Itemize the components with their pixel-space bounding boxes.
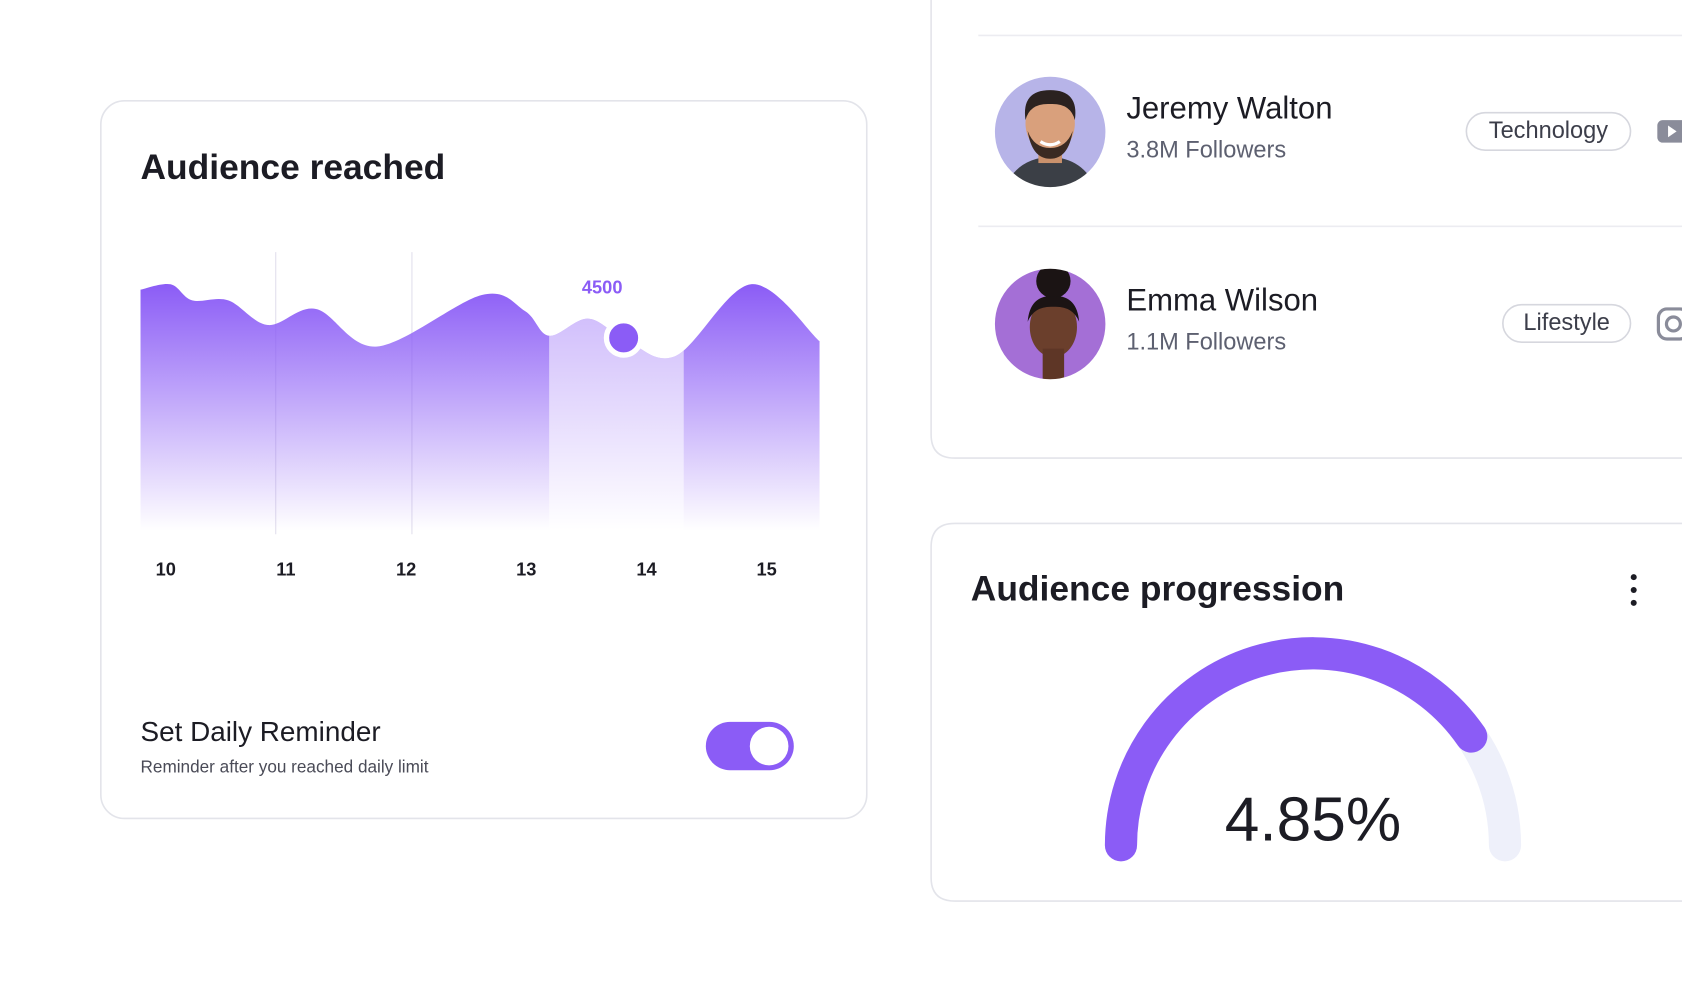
x-tick-label: 15	[757, 558, 777, 579]
toggle-knob	[749, 726, 789, 766]
menu-dot	[1630, 599, 1637, 606]
gauge-label: 4.85%	[1225, 785, 1401, 854]
gauge: 4.85%	[1104, 637, 1522, 862]
category-tag-label: Technology	[1489, 117, 1608, 143]
area	[140, 283, 820, 531]
avatar-ring	[993, 267, 1107, 381]
influencer-card	[930, 0, 1682, 459]
x-tick-label: 10	[156, 558, 176, 579]
avatar-ring	[993, 75, 1107, 189]
reminder-toggle[interactable]	[705, 721, 794, 771]
x-tick-label: 14	[636, 558, 657, 579]
influencer-followers: 1.1M Followers	[1126, 328, 1286, 354]
youtube-icon-play	[1668, 125, 1677, 138]
reminder-title: Set Daily Reminder	[141, 716, 381, 747]
x-tick-label: 12	[396, 558, 416, 579]
card-title: Audience reached	[141, 148, 446, 187]
instagram-icon-lens	[1664, 315, 1682, 333]
influencer-followers: 3.8M Followers	[1126, 136, 1286, 162]
category-tag[interactable]	[1502, 303, 1632, 343]
avatar	[994, 268, 1106, 380]
x-tick-label: 11	[276, 558, 295, 579]
instagram-icon[interactable]	[1656, 307, 1682, 341]
gauge-value	[1104, 637, 1488, 862]
influencer-name: Jeremy Walton	[1126, 91, 1332, 126]
more-menu[interactable]	[1630, 574, 1637, 606]
card-title: Audience progression	[971, 569, 1344, 608]
reminder-subtitle: Reminder after you reached daily limit	[141, 757, 429, 777]
content: Audience reached 4500 10 11 12 13 14 15 Set Da…	[100, 0, 1682, 902]
influencer-name: Emma Wilson	[1126, 283, 1318, 318]
category-tag[interactable]	[1465, 111, 1632, 151]
influencer-list: Jeremy Walton 3.8M Followers Technology Emm…	[993, 75, 1632, 381]
menu-dot	[1630, 586, 1637, 593]
menu-dot	[1630, 574, 1637, 581]
x-tick-label: 13	[516, 558, 536, 579]
category-tag-label: Lifestyle	[1523, 309, 1610, 335]
data-label: 4500	[582, 276, 623, 297]
data-point	[603, 318, 644, 358]
